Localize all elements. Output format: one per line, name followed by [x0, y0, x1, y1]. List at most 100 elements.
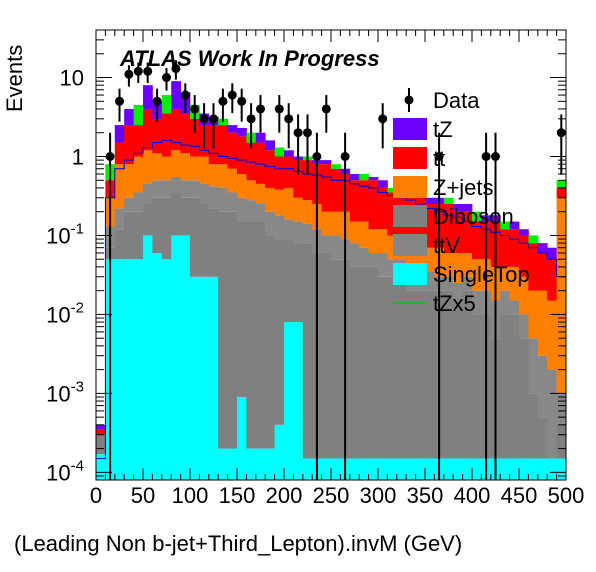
legend-swatch-tt — [393, 147, 427, 169]
bar-ttv — [425, 290, 435, 459]
bar-singletop — [218, 448, 228, 480]
data-point — [284, 114, 294, 124]
legend-swatch-ttv — [393, 234, 427, 256]
bar-singletop — [293, 322, 304, 480]
bar-diboson — [349, 243, 360, 267]
bar-tz — [443, 197, 454, 205]
bar-ttv — [406, 290, 416, 459]
bar-singletop — [321, 458, 332, 480]
x-tick-label: 100 — [172, 483, 209, 508]
bar-singletop — [208, 276, 219, 480]
bar-z-jets — [237, 174, 247, 198]
bar-ttv — [114, 229, 125, 260]
bar-singletop — [284, 322, 294, 480]
legend-label-ttv: ttV — [433, 233, 460, 258]
bar-z-jets — [443, 252, 454, 277]
bar-singletop — [152, 252, 163, 480]
bar-tz — [274, 147, 285, 157]
bar-tt — [528, 243, 539, 291]
bar-z-jets — [114, 164, 125, 209]
bar-z-jets — [152, 153, 163, 181]
bar-tz — [509, 221, 520, 230]
bar-tz — [387, 187, 398, 193]
bar-z-jets — [227, 168, 238, 193]
bar-z-jets — [453, 252, 463, 283]
x-tick-label: 200 — [266, 483, 303, 508]
bar-tt — [255, 142, 266, 184]
bar-z-jets — [284, 187, 294, 220]
bar-z-jets — [274, 189, 285, 216]
bar-singletop — [171, 235, 181, 480]
bar-diboson — [274, 215, 285, 240]
bar-tz — [143, 85, 153, 109]
bar-diboson — [462, 276, 473, 291]
bar-diboson — [472, 290, 482, 315]
y-axis-label: Events — [2, 45, 27, 112]
bar-z-jets — [359, 221, 369, 248]
bar-diboson — [218, 187, 228, 212]
legend-marker-data — [404, 95, 414, 105]
bar-z-jets — [180, 153, 191, 181]
bar-ttv — [180, 197, 191, 236]
bar-diboson — [368, 252, 379, 267]
bar-ttv — [124, 211, 134, 260]
bar-ttv — [368, 266, 379, 459]
bar-z-jets — [349, 221, 360, 244]
bar-tt — [453, 211, 463, 253]
bar-tz — [359, 174, 369, 181]
bar-diboson — [293, 221, 304, 244]
bar-diboson — [180, 180, 191, 198]
bar-singletop — [199, 276, 210, 480]
bar-ttv — [387, 276, 398, 459]
bar-ttv — [349, 266, 360, 459]
bar-singletop — [556, 458, 567, 480]
data-point — [312, 152, 322, 162]
y-tick-label: 10-3 — [46, 378, 84, 406]
bar-singletop — [387, 458, 398, 480]
y-tick-label: 10-1 — [46, 220, 84, 248]
bar-z-jets — [519, 276, 529, 315]
bar-tz — [378, 180, 388, 188]
bar-ttv — [208, 208, 219, 277]
bar-singletop — [443, 458, 454, 480]
bar-diboson — [124, 197, 134, 212]
bar-singletop — [96, 454, 106, 480]
bar-singletop — [161, 259, 172, 480]
data-points — [105, 60, 566, 480]
x-axis-ticks: 0 50 100 150 200 250 300 350 400 450 500 — [90, 30, 584, 508]
bar-tz — [500, 221, 510, 230]
x-tick-label: 300 — [360, 483, 397, 508]
legend-label-singletop: SingleTop — [433, 262, 530, 287]
bar-tt — [133, 125, 144, 157]
bar-ttv — [462, 290, 473, 459]
data-point — [162, 73, 171, 83]
bar-z-jets — [321, 211, 332, 236]
bar-ttv — [143, 204, 153, 236]
legend-label-tzx5: tZx5 — [433, 291, 476, 316]
legend-label-tz: tZ — [433, 117, 453, 142]
bar-z-jets — [246, 180, 257, 201]
bar-diboson — [378, 252, 388, 277]
data-point — [321, 104, 331, 114]
bar-tt — [425, 204, 435, 248]
bar-singletop — [265, 448, 275, 480]
bar-tt — [293, 160, 304, 198]
data-point — [180, 90, 190, 100]
bar-ttv — [171, 192, 181, 236]
bar-singletop — [274, 424, 285, 480]
bar-singletop — [453, 458, 463, 480]
bar-diboson — [143, 183, 153, 205]
bar-tt — [378, 187, 388, 230]
bar-ttv — [255, 221, 266, 449]
bar-z-jets — [500, 266, 510, 291]
bar-tt — [556, 187, 567, 198]
bar-tz — [227, 125, 238, 133]
bar-tz — [237, 127, 247, 137]
bar-diboson — [321, 235, 332, 253]
bar-diboson — [547, 369, 557, 459]
legend-swatch-diboson — [393, 205, 427, 227]
bar-singletop — [472, 458, 482, 480]
data-point — [378, 114, 388, 124]
bar-diboson — [237, 197, 247, 222]
bar-ttv — [199, 204, 210, 277]
